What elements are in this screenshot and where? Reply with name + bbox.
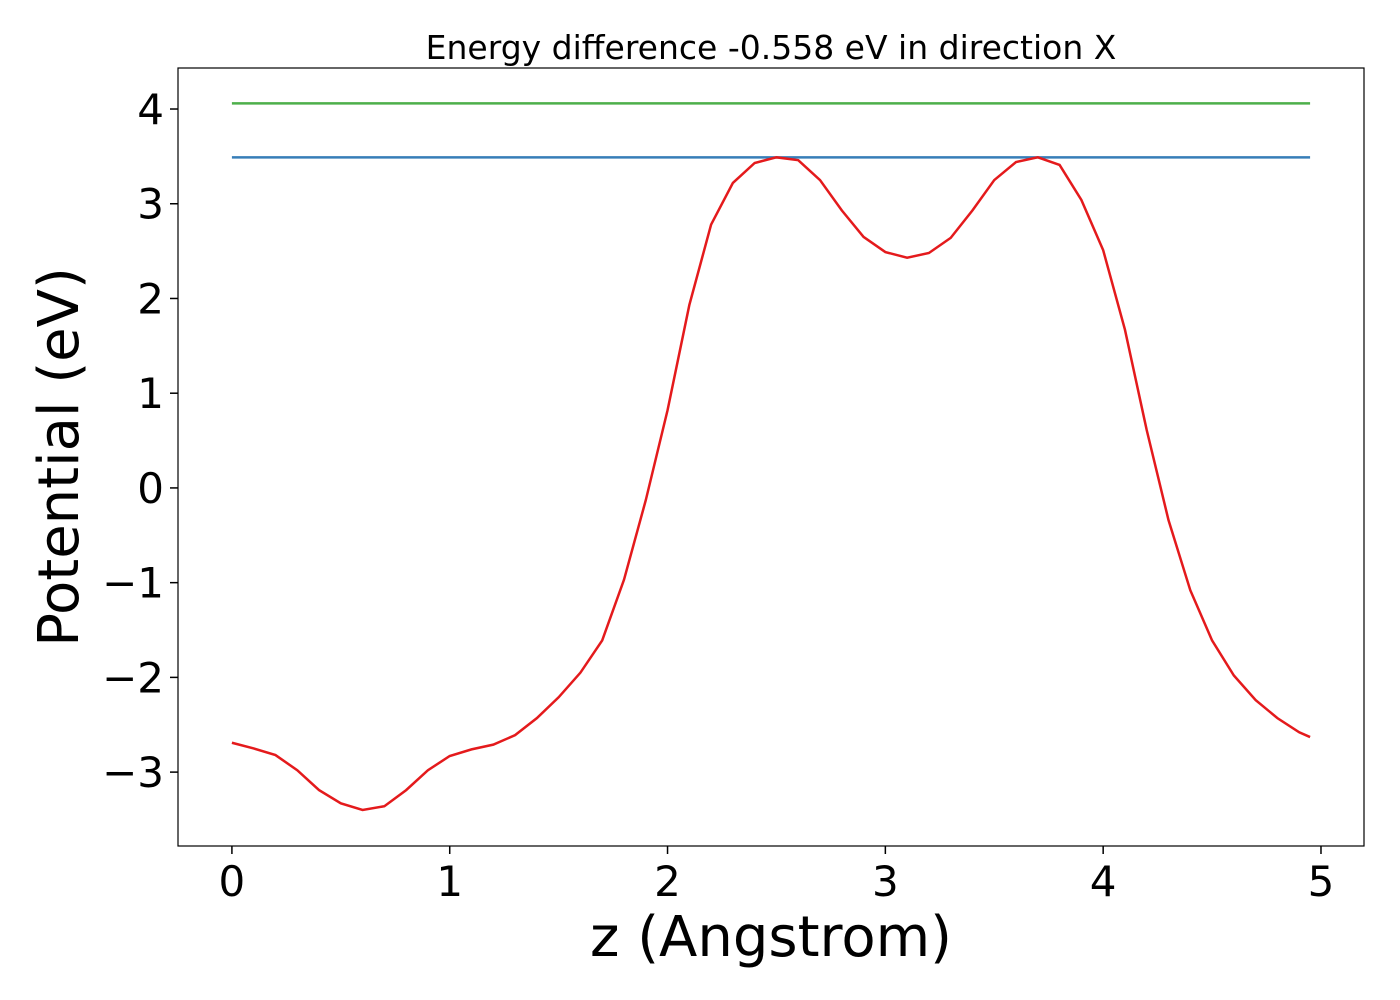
y-tick-label: 2 bbox=[137, 274, 164, 323]
x-tick-label: 3 bbox=[872, 857, 899, 906]
y-axis-label: Potential (eV) bbox=[27, 267, 92, 647]
x-tick-label: 4 bbox=[1090, 857, 1117, 906]
x-tick-label: 5 bbox=[1308, 857, 1335, 906]
chart-title: Energy difference -0.558 eV in direction… bbox=[426, 28, 1117, 67]
y-tick-label: 4 bbox=[137, 85, 164, 134]
x-axis-label: z (Angstrom) bbox=[590, 905, 952, 970]
y-tick-label: −2 bbox=[102, 653, 164, 702]
x-tick-label: 1 bbox=[436, 857, 463, 906]
line-series bbox=[231, 156, 1311, 812]
y-tick-label: −3 bbox=[102, 748, 164, 797]
y-tick-label: 0 bbox=[137, 464, 164, 513]
plot-frame bbox=[177, 67, 1365, 847]
x-tick-label: 2 bbox=[654, 857, 681, 906]
x-tick-label: 0 bbox=[219, 857, 246, 906]
y-tick-label: 1 bbox=[137, 369, 164, 418]
y-tick-label: −1 bbox=[102, 559, 164, 608]
y-tick-label: 3 bbox=[137, 180, 164, 229]
